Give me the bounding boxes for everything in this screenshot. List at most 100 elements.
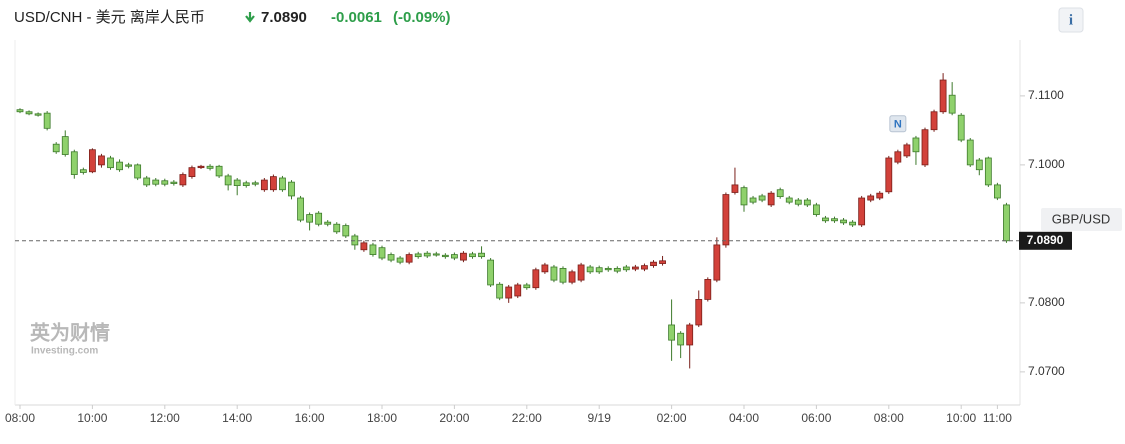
candle-body [595, 267, 603, 273]
candle-body [912, 137, 920, 153]
x-tick-label: 18:00 [367, 411, 397, 425]
info-icon[interactable]: i [1069, 12, 1073, 28]
candle-body [577, 264, 585, 281]
compare-tag[interactable]: GBP/USD [1052, 211, 1111, 226]
candle-body [143, 177, 151, 186]
candle-body [622, 266, 630, 271]
x-tick-label: 08:00 [5, 411, 35, 425]
candle-body [984, 157, 992, 186]
candle-body [16, 109, 24, 113]
candle-body [279, 177, 286, 191]
candle-body [930, 111, 938, 131]
candle-body [423, 252, 431, 257]
candle-body [586, 266, 594, 273]
candle-body [134, 164, 142, 179]
candle-body [858, 197, 866, 226]
candle-body [758, 195, 766, 201]
candle-body [441, 254, 449, 258]
candle-body [469, 253, 476, 258]
candle-body [170, 181, 178, 184]
x-tick-label: 02:00 [657, 411, 687, 425]
candle-body [496, 283, 504, 299]
candle-body [387, 254, 395, 261]
candle-body [722, 194, 730, 246]
candle-body [70, 151, 78, 175]
candle-body [776, 189, 784, 198]
compare-tag-box[interactable] [1041, 208, 1122, 231]
candle-body [369, 244, 377, 255]
candle-body [957, 114, 965, 141]
candle-body [559, 267, 567, 283]
candle-body [242, 182, 250, 186]
candle-body [333, 223, 341, 233]
candle-body [532, 269, 540, 289]
candle-body [641, 265, 648, 270]
candle-body [659, 260, 666, 264]
candle-body [876, 192, 884, 199]
candle-body [251, 182, 259, 185]
candle-body [405, 254, 413, 263]
watermark-brand: 英为财情 [30, 320, 110, 344]
x-tick-label: 12:00 [150, 411, 180, 425]
candle-body [25, 111, 33, 115]
candle-body [297, 197, 304, 221]
x-tick-label: 22:00 [512, 411, 542, 425]
candle-body [966, 139, 974, 166]
candle-body [550, 266, 558, 281]
candle-body [994, 184, 1001, 199]
candle-body [342, 225, 350, 237]
candle-body [505, 286, 513, 299]
candle-body [396, 257, 404, 263]
candle-body [794, 199, 802, 205]
candle-body [89, 149, 96, 173]
candle-body [704, 279, 712, 300]
candle-body [948, 94, 956, 114]
x-tick-label: 9/19 [588, 411, 612, 425]
candle-body [650, 261, 657, 267]
candle-body [215, 165, 223, 177]
candle-body [668, 324, 675, 341]
candle-body [79, 169, 87, 173]
candle-body [152, 179, 160, 185]
candle-body [613, 267, 621, 272]
candle-body [813, 204, 820, 215]
x-tick-label: 20:00 [439, 411, 469, 425]
change-percent: (-0.09%) [393, 9, 451, 26]
candle-body [894, 151, 902, 163]
annotation-label: N [894, 119, 902, 131]
candle-body [161, 180, 169, 185]
candle-body [867, 195, 875, 201]
x-tick-label: 14:00 [222, 411, 252, 425]
candle-body [414, 253, 422, 258]
candle-body [487, 259, 495, 286]
candle-body [188, 167, 196, 178]
candle-body [632, 266, 639, 270]
y-tick-label: 7.1100 [1028, 88, 1064, 102]
x-tick-label: 10:00 [946, 411, 976, 425]
price: 7.0890 [261, 9, 307, 26]
candle-body [840, 219, 847, 224]
candle-body [885, 157, 893, 193]
candle-body [43, 112, 51, 129]
x-tick-label: 10:00 [77, 411, 107, 425]
watermark-site: Investing.com [31, 346, 98, 357]
change: -0.0061 [331, 9, 382, 26]
candle-body [450, 254, 458, 259]
candle-body [34, 113, 42, 116]
candle-body [740, 187, 748, 206]
y-tick-label: 7.1000 [1028, 157, 1065, 171]
candle-body [939, 79, 947, 113]
candle-body [975, 159, 983, 171]
x-tick-label: 11:00 [983, 411, 1012, 425]
y-tick-label: 7.0700 [1028, 364, 1065, 378]
candle-body [921, 129, 929, 166]
candle-body [568, 271, 576, 283]
candle-body [360, 242, 368, 251]
candle-body [315, 212, 323, 225]
info-button[interactable] [1058, 7, 1084, 33]
candle-body [179, 174, 187, 186]
x-tick-label: 06:00 [801, 411, 831, 425]
candle-body [785, 197, 793, 203]
